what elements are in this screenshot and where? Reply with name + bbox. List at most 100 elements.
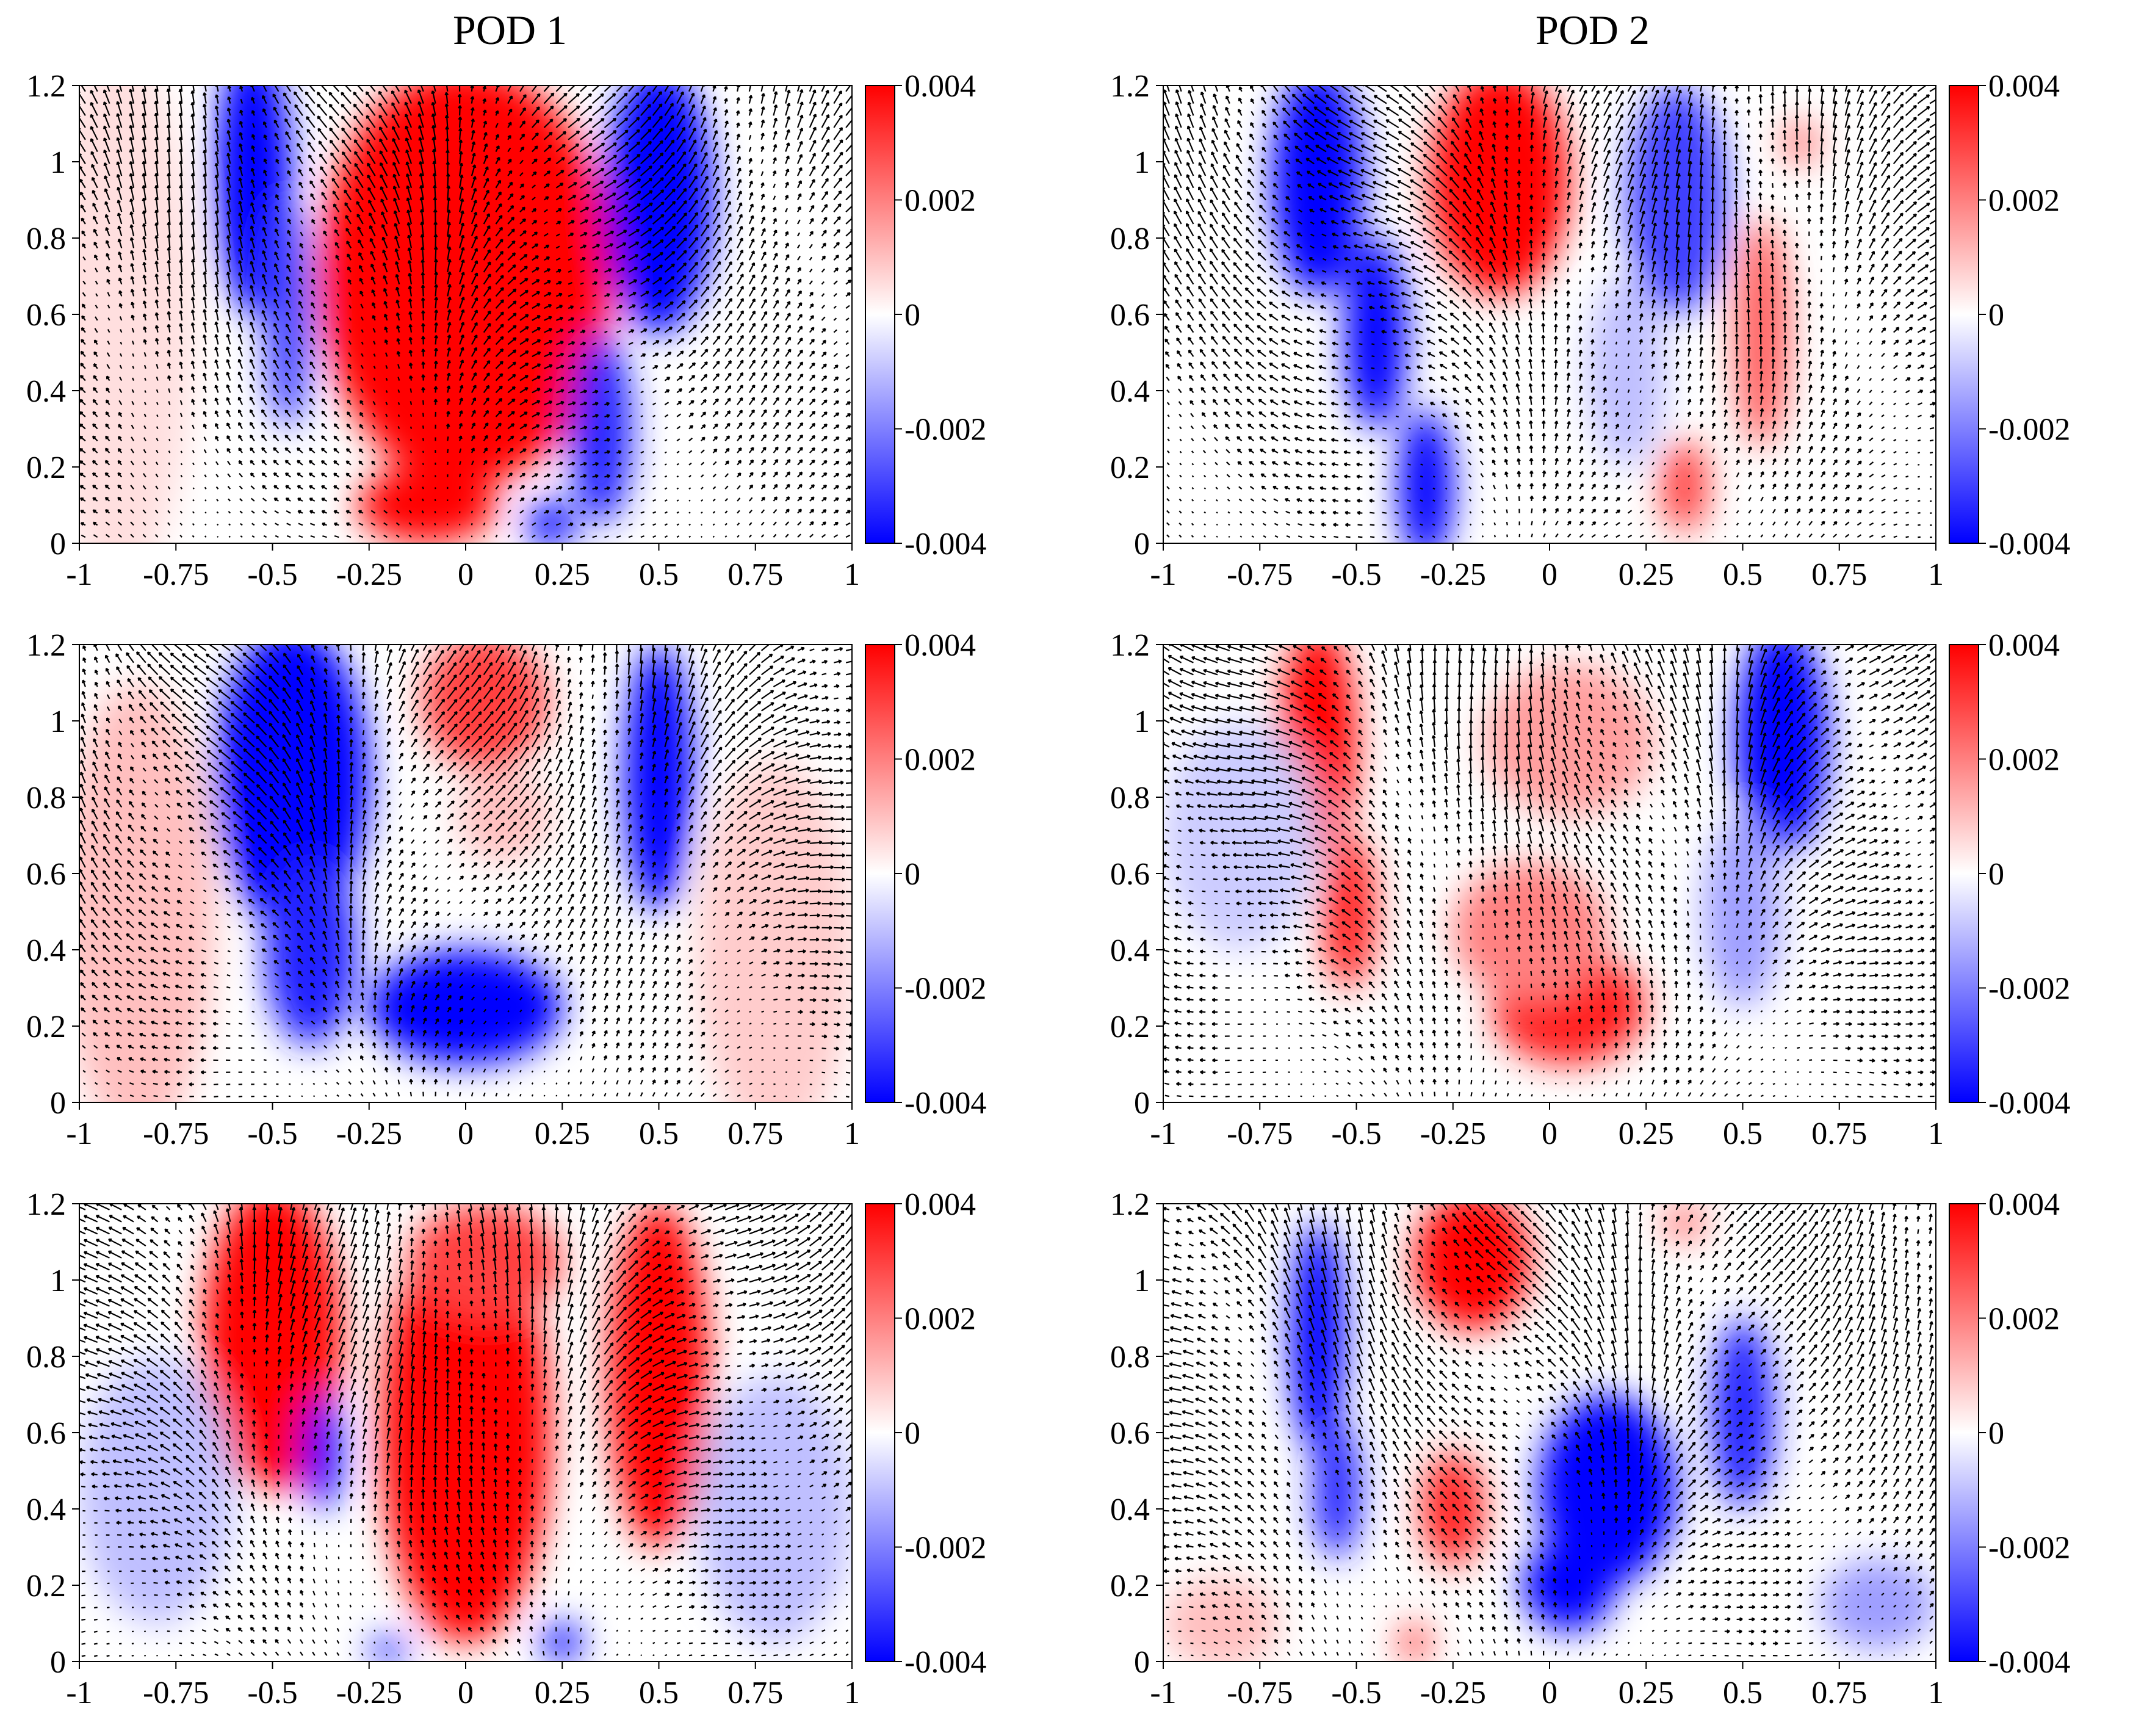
vector-arrow [483, 347, 491, 357]
vector-arrowhead [636, 129, 640, 133]
vector-arrowhead [367, 175, 371, 179]
vector-arrowhead [117, 225, 121, 230]
vector-arrowhead [536, 106, 540, 110]
vector-arrowhead [786, 289, 790, 293]
vector-arrow [180, 185, 183, 200]
vector-arrow [1166, 389, 1170, 393]
vector-arrowhead [683, 187, 687, 192]
vector-arrowhead [848, 267, 852, 271]
vector-arrowhead [261, 447, 265, 451]
vector-arrowhead [691, 82, 693, 85]
vector-arrowhead [599, 193, 604, 197]
vector-arrowhead [190, 197, 195, 201]
vector-arrowhead [513, 313, 517, 317]
vector-arrowhead [347, 363, 352, 367]
vector-arrowhead [237, 371, 242, 375]
vector-arrow [204, 461, 207, 466]
vector-arrow [760, 171, 764, 176]
vector-arrow [226, 321, 231, 333]
vector-arrowhead [740, 335, 744, 339]
vector-arrowhead [545, 196, 549, 200]
vector-arrow [1199, 138, 1207, 152]
vector-arrowhead [1210, 323, 1214, 327]
vector-arrowhead [511, 240, 516, 245]
vector-arrowhead [680, 350, 684, 355]
vector-arrow [422, 486, 424, 490]
vector-arrowhead [1186, 298, 1191, 303]
vector-arrow [118, 251, 123, 261]
vector-arrow [724, 178, 731, 189]
vector-arrowhead [284, 435, 289, 439]
vector-arrowhead [380, 174, 384, 178]
vector-arrowhead [214, 410, 218, 414]
vector-arrowhead [460, 186, 464, 190]
vector-arrow [251, 85, 255, 92]
vector-arrowhead [799, 89, 804, 93]
vector-arrow [652, 214, 665, 225]
vector-arrow [616, 402, 621, 406]
vector-arrow [251, 523, 255, 526]
vector-arrowhead [812, 126, 817, 131]
vector-arrowhead [1261, 109, 1266, 114]
vector-arrowhead [191, 411, 195, 416]
vector-arrowhead [178, 89, 183, 93]
vector-arrowhead [728, 273, 732, 277]
vector-arrowhead [716, 323, 721, 327]
vector-arrow [676, 450, 680, 454]
field-region-3 [1399, 410, 1453, 543]
vector-arrowhead [822, 521, 826, 526]
vector-arrowhead [511, 411, 515, 415]
vector-arrowhead [81, 217, 85, 222]
vector-arrowhead [1212, 104, 1216, 109]
vector-arrow [131, 340, 135, 345]
vector-arrowhead [444, 92, 449, 96]
vector-arrow [821, 139, 830, 153]
x-tick-label: -1 [66, 557, 92, 592]
vector-arrow [215, 128, 219, 140]
vector-arrow [432, 125, 436, 140]
vector-arrowhead [546, 170, 551, 175]
vector-arrowhead [1233, 286, 1237, 291]
vector-arrowhead [1209, 236, 1213, 240]
vector-arrowhead [117, 472, 121, 476]
vector-arrowhead [90, 126, 94, 130]
vector-arrow [447, 360, 450, 369]
vector-arrowhead [600, 93, 604, 97]
vector-arrow [1191, 85, 1194, 92]
vector-arrow [90, 138, 98, 153]
vector-arrowhead [347, 253, 351, 258]
vector-arrow [82, 280, 86, 285]
vector-arrowhead [474, 284, 478, 289]
vector-arrow [329, 128, 340, 140]
vector-arrowhead [738, 410, 743, 414]
vector-arrow [239, 260, 244, 273]
vector-arrowhead [372, 314, 376, 319]
vector-arrow [1178, 426, 1182, 430]
vector-arrow [180, 234, 183, 248]
field-region-1 [357, 467, 497, 543]
vector-arrow [640, 366, 645, 369]
vector-arrow [1204, 499, 1207, 502]
vector-arrowhead [343, 176, 347, 181]
vector-arrow [156, 85, 159, 92]
vector-arrowhead [405, 161, 410, 165]
vector-arrow [297, 143, 303, 153]
vector-arrow [592, 155, 605, 165]
vector-arrowhead [333, 472, 337, 477]
vector-arrowhead [1163, 300, 1168, 304]
vector-arrowhead [118, 251, 122, 255]
vector-arrow [748, 397, 756, 405]
vector-arrow [773, 85, 776, 92]
vector-arrowhead [394, 248, 399, 252]
vector-arrow [459, 211, 464, 225]
vector-arrow [737, 85, 740, 92]
vector-arrowhead [1245, 349, 1249, 353]
vector-arrowhead [645, 291, 649, 295]
vector-arrow [1222, 324, 1230, 333]
vector-arrow [1222, 311, 1230, 321]
vector-arrowhead [93, 241, 98, 245]
vector-arrowhead [432, 173, 437, 176]
vector-arrowhead [637, 166, 641, 170]
vector-arrow [142, 509, 146, 514]
vector-arrowhead [1233, 298, 1237, 303]
